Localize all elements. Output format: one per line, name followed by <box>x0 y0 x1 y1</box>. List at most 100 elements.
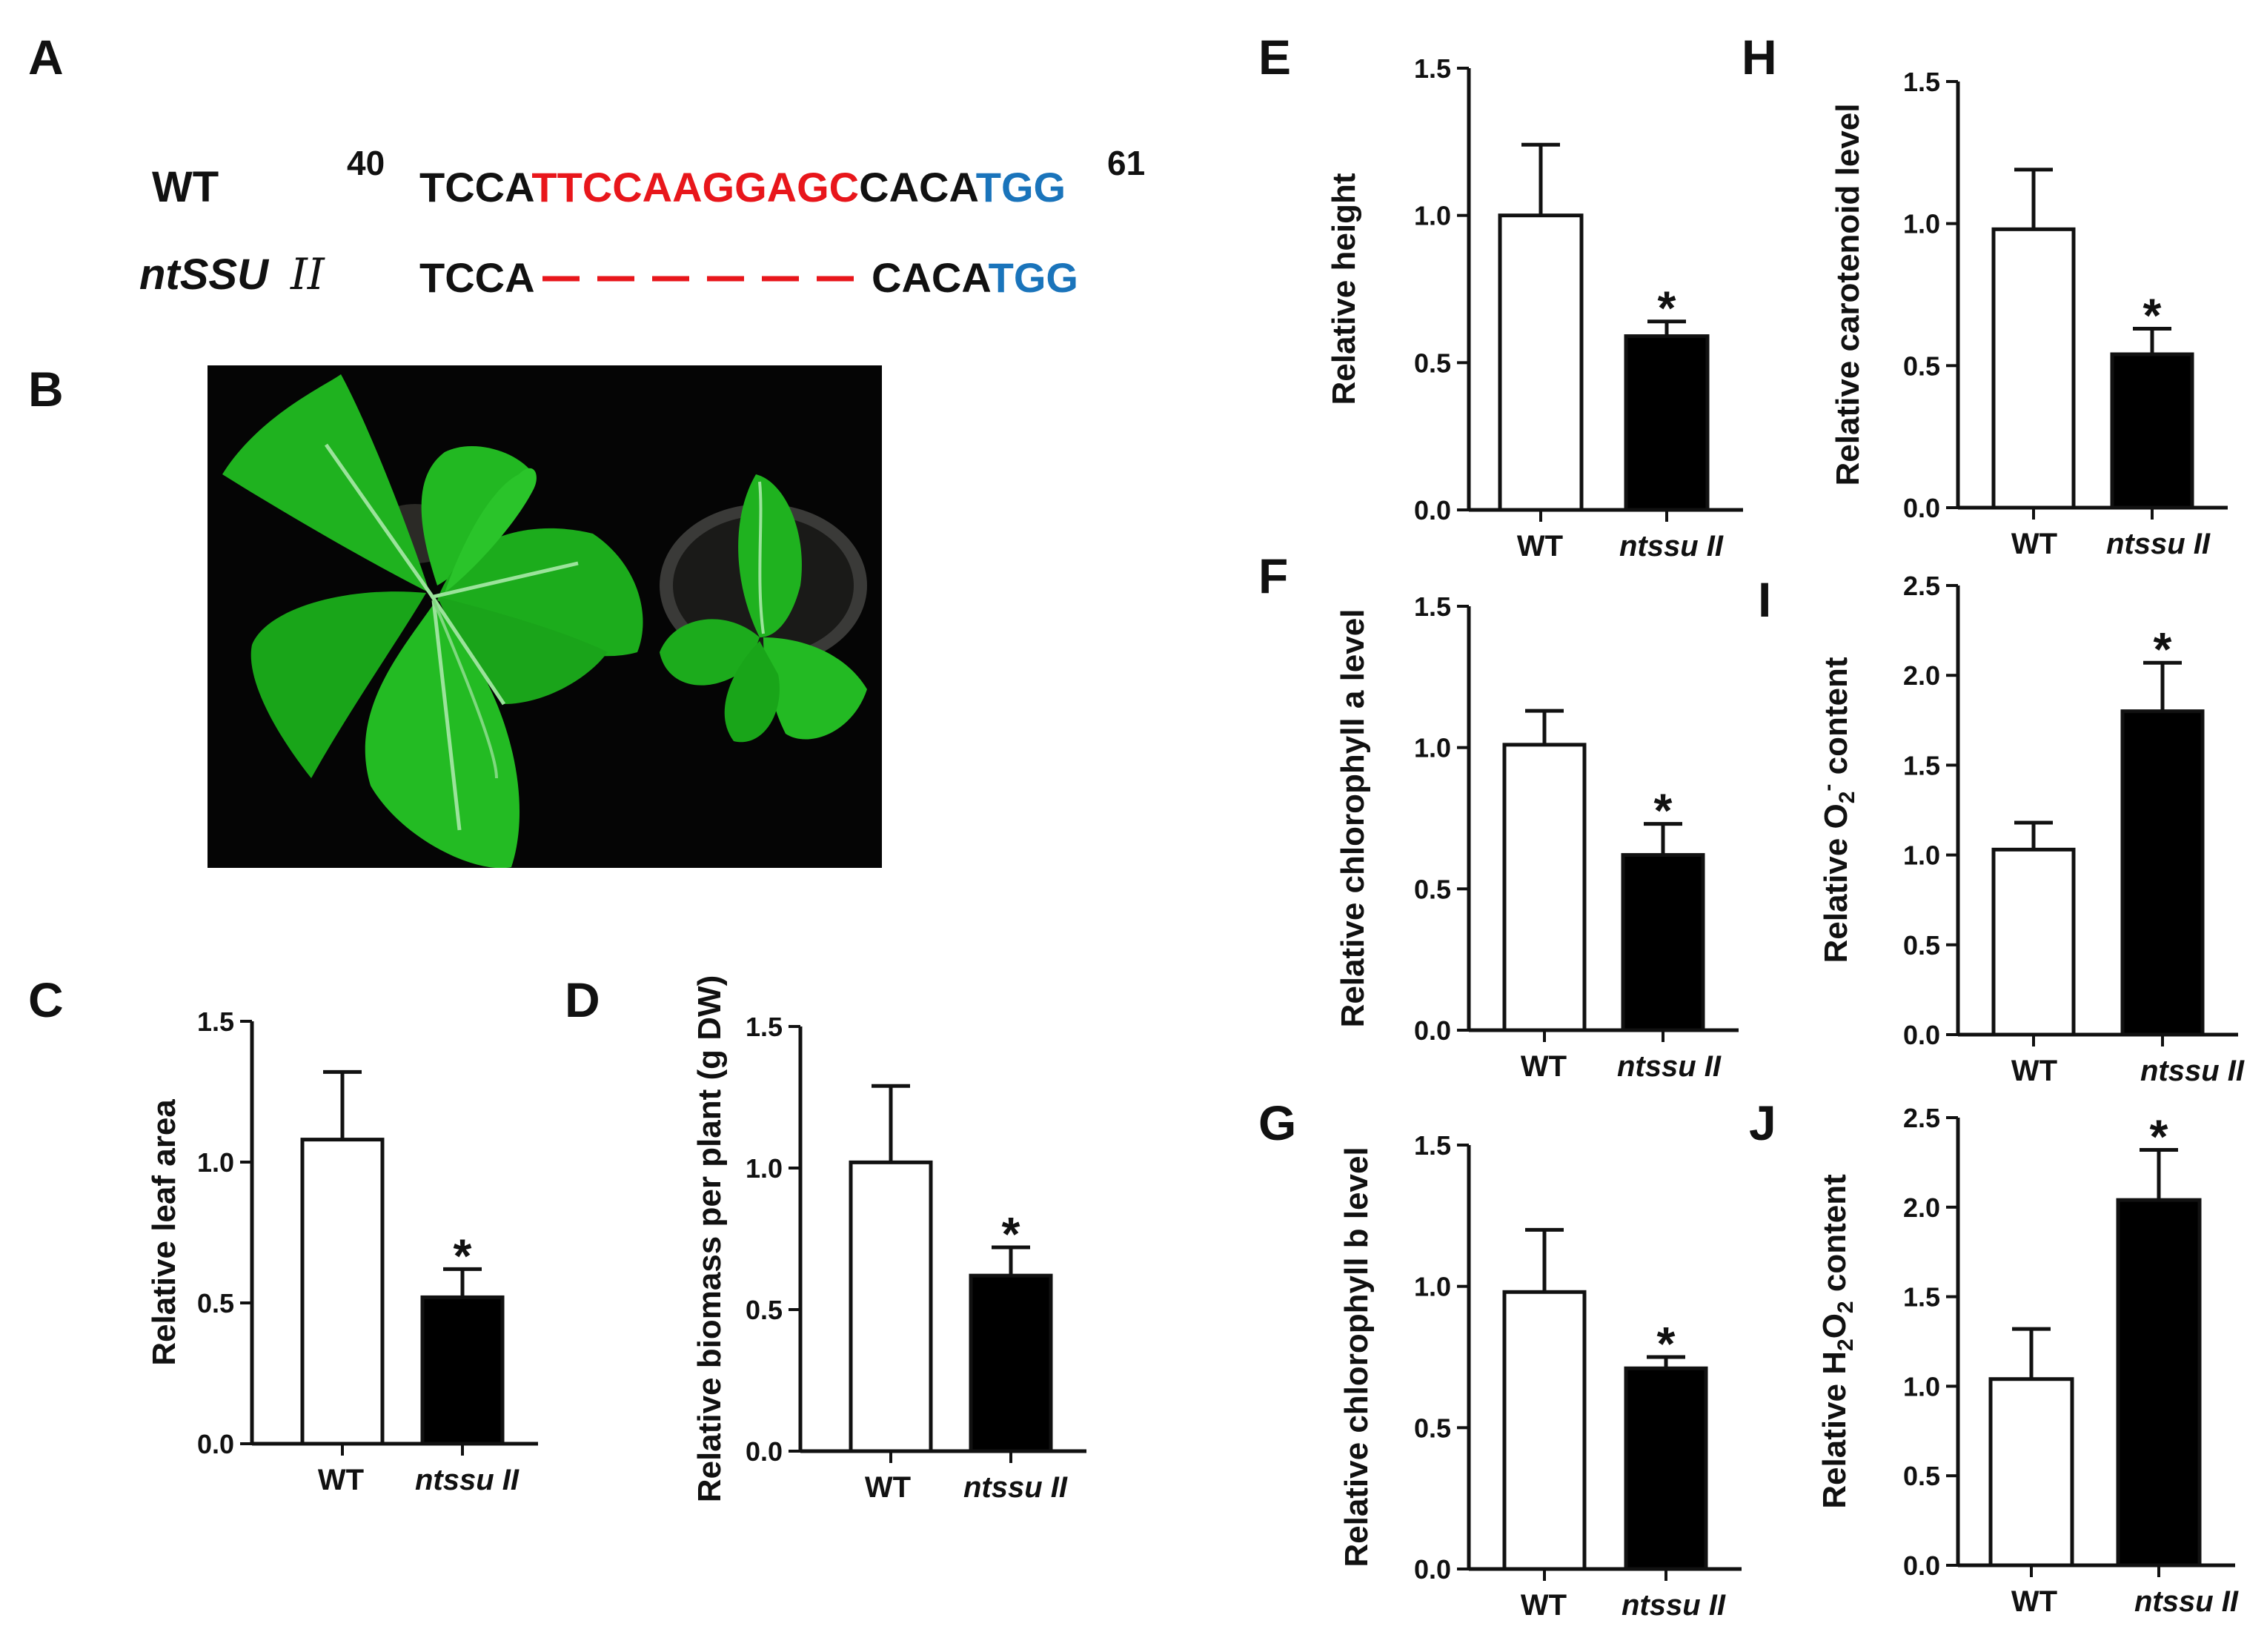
chart-c-x-tick-label: WT <box>318 1464 364 1496</box>
chart-g-bar-wt <box>1502 1290 1587 1571</box>
chart-e-x-tick-label: WT <box>1517 530 1563 563</box>
mutant-label-suffix: II <box>290 249 325 299</box>
chart-j-significance-marker: * <box>2150 1109 2168 1163</box>
wt-seq-left: TCCA <box>419 164 534 210</box>
chart-e-y-tick-label: 0.5 <box>1414 348 1451 378</box>
wt-sequence-label: WT <box>152 163 219 211</box>
chart-e-significance-marker: * <box>1658 282 1676 335</box>
wt-seq-mid: CACA <box>859 164 978 210</box>
chart-f-x-tick-label: ntssu II <box>1617 1050 1722 1083</box>
chart-h-bar-wt <box>1991 227 2076 510</box>
wt-seq-pam: TGG <box>976 164 1066 210</box>
chart-d-bar-wt <box>849 1160 933 1453</box>
chart-i-bar-wt <box>1991 847 2076 1037</box>
chart-c-y-tick-label: 0.5 <box>197 1288 234 1318</box>
chart-i-significance-marker: * <box>2154 623 2172 676</box>
chart-i-y-tick-label: 0.0 <box>1903 1020 1940 1050</box>
panel-label-e: E <box>1258 30 1291 84</box>
chart-e-x-tick-label: ntssu II <box>1619 530 1724 563</box>
chart-g-y-axis-label: Relative chlorophyll b level <box>1338 1147 1375 1567</box>
chart-i-bar-mutant <box>2120 709 2205 1037</box>
chart-i-x-tick-label: ntssu II <box>2140 1055 2245 1087</box>
mutant-seq-pam: TGG <box>989 254 1078 301</box>
chart-e-bar-mutant <box>1624 334 1710 512</box>
chart-f-y-tick-label: 0.0 <box>1414 1015 1451 1046</box>
chart-d: 0.0 0.5 1.0 1.5 Relative biomass per plant (… <box>691 975 1086 1504</box>
chart-g-y-tick-label: 0.0 <box>1414 1554 1451 1585</box>
chart-d-x-tick-label: WT <box>865 1471 911 1504</box>
chart-i: 0.0 0.5 1.0 1.5 2.0 2.5 Relative O2- content WT… <box>1816 571 2245 1087</box>
chart-j-x-tick-label: ntssu II <box>2134 1585 2239 1618</box>
chart-c-bar-mutant <box>420 1295 505 1446</box>
chart-d-y-tick-label: 0.5 <box>746 1295 783 1325</box>
chart-h-y-tick-label: 1.5 <box>1903 67 1940 97</box>
chart-c-x-tick-label: ntssu II <box>415 1464 520 1496</box>
chart-h-x-tick-label: WT <box>2011 528 2057 560</box>
bar-charts: 0.0 0.5 1.0 1.5 Relative leaf area WT ntssu II… <box>146 53 2245 1622</box>
sequence-end-number: 61 <box>1107 144 1145 182</box>
chart-h-significance-marker: * <box>2143 289 2162 342</box>
chart-d-x-tick-label: ntssu II <box>963 1471 1068 1504</box>
mutant-plant-image <box>660 474 867 743</box>
chart-f-x-tick-label: WT <box>1521 1050 1567 1083</box>
chart-f: 0.0 0.5 1.0 1.5 Relative chlorophyll a level… <box>1335 591 1739 1083</box>
chart-i-y-axis-label: Relative O2- content <box>1816 657 1859 963</box>
chart-d-y-axis-label: Relative biomass per plant (g DW) <box>691 975 728 1502</box>
chart-d-y-tick-label: 1.5 <box>746 1012 783 1042</box>
chart-g-significance-marker: * <box>1657 1317 1676 1370</box>
chart-d-significance-marker: * <box>1002 1207 1020 1261</box>
sequence-start-number: 40 <box>347 144 385 182</box>
chart-e-bar-wt <box>1498 213 1584 512</box>
chart-j-x-tick-label: WT <box>2011 1585 2057 1618</box>
chart-f-significance-marker: * <box>1654 784 1673 837</box>
chart-c-bar-wt <box>300 1138 385 1446</box>
chart-j-y-tick-label: 0.0 <box>1903 1550 1940 1581</box>
chart-c-y-tick-label: 0.0 <box>197 1429 234 1459</box>
chart-c-y-tick-label: 1.0 <box>197 1147 234 1178</box>
panel-label-c: C <box>28 972 64 1027</box>
panel-label-j: J <box>1749 1095 1776 1150</box>
chart-e: 0.0 0.5 1.0 1.5 Relative height WT ntssu II * <box>1326 53 1743 563</box>
panel-label-h: H <box>1742 30 1777 84</box>
chart-c-y-axis-label: Relative leaf area <box>146 1099 182 1366</box>
panel-label-i: I <box>1758 572 1771 627</box>
chart-i-x-tick-label: WT <box>2011 1055 2057 1087</box>
chart-f-y-axis-label: Relative chlorophyll a level <box>1335 609 1371 1028</box>
chart-j-bar-wt <box>1988 1377 2074 1568</box>
chart-h-y-tick-label: 0.0 <box>1903 493 1940 523</box>
chart-c-y-tick-label: 1.5 <box>197 1006 234 1037</box>
chart-c: 0.0 0.5 1.0 1.5 Relative leaf area WT ntssu II… <box>146 1006 538 1496</box>
chart-e-y-axis-label: Relative height <box>1326 173 1362 405</box>
chart-j-y-tick-label: 1.0 <box>1903 1371 1940 1401</box>
plant-photo <box>222 374 867 868</box>
wt-sequence: TCCATTCCAAGGAGCCACATGG <box>419 164 1066 210</box>
chart-c-significance-marker: * <box>454 1229 472 1282</box>
panel-b-photo: B <box>28 362 882 868</box>
chart-e-y-tick-label: 1.0 <box>1414 201 1451 231</box>
mutant-seq-left: TCCA <box>419 254 535 301</box>
chart-i-y-tick-label: 1.0 <box>1903 840 1940 871</box>
chart-j-y-tick-label: 1.5 <box>1903 1282 1940 1313</box>
chart-d-bar-mutant <box>969 1273 1053 1453</box>
chart-g-y-tick-label: 0.5 <box>1414 1413 1451 1443</box>
chart-h-y-tick-label: 1.0 <box>1903 209 1940 239</box>
mutant-label-base: ntSSU <box>139 251 270 299</box>
chart-f-y-tick-label: 0.5 <box>1414 874 1451 904</box>
panel-label-b: B <box>28 362 64 417</box>
chart-i-y-tick-label: 0.5 <box>1903 930 1940 961</box>
mutant-sequence-right: CACATGG <box>872 254 1078 301</box>
mutant-seq-mid: CACA <box>872 254 990 301</box>
chart-j-y-tick-label: 2.0 <box>1903 1192 1940 1223</box>
chart-j-y-tick-label: 0.5 <box>1903 1461 1940 1491</box>
chart-f-bar-mutant <box>1621 853 1705 1032</box>
chart-f-y-tick-label: 1.0 <box>1414 733 1451 763</box>
chart-g: 0.0 0.5 1.0 1.5 Relative chlorophyll b level… <box>1338 1130 1742 1622</box>
chart-e-y-tick-label: 1.5 <box>1414 53 1451 84</box>
chart-g-x-tick-label: ntssu II <box>1622 1589 1726 1622</box>
chart-j-y-axis-label: Relative H2O2 content <box>1816 1174 1858 1509</box>
mutant-sequence-label: ntSSU II <box>139 249 325 299</box>
chart-i-y-tick-label: 2.5 <box>1903 571 1940 601</box>
panel-label-a: A <box>28 30 64 84</box>
chart-f-y-tick-label: 1.5 <box>1414 591 1451 622</box>
chart-g-x-tick-label: WT <box>1521 1589 1567 1622</box>
